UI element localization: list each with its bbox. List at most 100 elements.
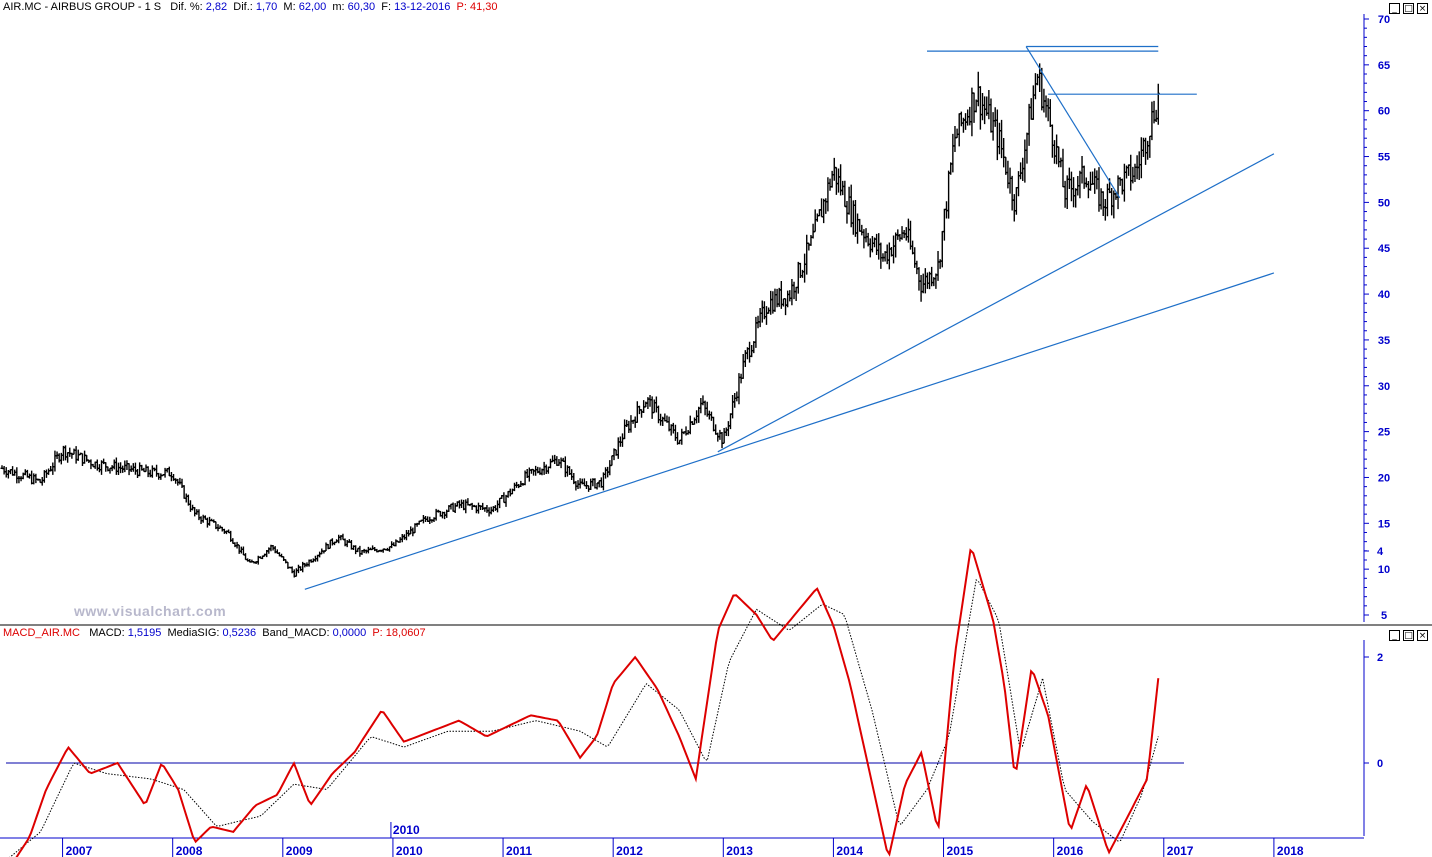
price-bar	[913, 247, 917, 268]
price-bar	[1154, 109, 1158, 123]
price-bar	[114, 457, 118, 475]
price-stat-label-3: m:	[326, 1, 348, 13]
price-bar	[718, 429, 722, 440]
price-bar	[608, 460, 612, 476]
macd-name-label: MACD_AIR.MC	[3, 627, 81, 639]
price-bar	[790, 279, 794, 306]
x-axis-tick-label: 2017	[1167, 844, 1194, 857]
price-bar	[150, 465, 154, 478]
price-bar	[709, 411, 713, 421]
price-bar	[764, 306, 768, 325]
price-bar	[728, 413, 732, 430]
macd-stat-value-3: 18,0607	[385, 627, 426, 639]
price-bar	[239, 546, 243, 554]
macd-close-button[interactable]: ×	[1417, 630, 1428, 641]
x-axis-tick-label: 2010	[396, 844, 423, 857]
price-bar	[953, 125, 957, 153]
price-bar	[481, 502, 485, 511]
price-bar	[324, 542, 328, 552]
price-bar	[911, 240, 915, 255]
price-bar	[1067, 167, 1071, 190]
price-bar	[32, 473, 36, 485]
price-bar	[80, 452, 84, 467]
price-bar	[532, 468, 536, 476]
price-bar	[74, 446, 78, 464]
price-bar	[879, 242, 883, 269]
signal-line	[9, 578, 1159, 857]
price-bar	[53, 450, 57, 472]
restore-button[interactable]: □	[1403, 3, 1414, 14]
price-bar	[318, 551, 322, 558]
price-bar	[917, 267, 921, 291]
price-bar	[788, 290, 792, 302]
price-bar	[652, 399, 656, 414]
macd-stat-label-3: P:	[366, 627, 386, 639]
price-y-tick-label: 60	[1378, 106, 1390, 118]
price-bar	[1053, 140, 1057, 164]
price-stat-value-3: 60,30	[347, 1, 376, 13]
price-bar	[724, 427, 728, 436]
price-bar	[1110, 187, 1114, 216]
price-stat-value-2: 62,00	[298, 1, 327, 13]
price-bar	[824, 198, 828, 214]
price-y-tick-label: 65	[1378, 60, 1390, 72]
price-bar	[688, 415, 692, 435]
price-bar	[864, 228, 868, 243]
macd-stat-value-2: 0,0000	[332, 627, 367, 639]
price-bar	[936, 251, 940, 281]
price-bar	[1010, 175, 1014, 211]
price-bar	[167, 466, 171, 477]
price-bar	[34, 473, 38, 484]
price-bar	[146, 466, 150, 478]
price-bar	[777, 287, 781, 307]
x-axis-tick-label: 2018	[1277, 844, 1304, 857]
price-bar	[815, 213, 819, 222]
price-stat-label-2: M:	[277, 1, 299, 13]
price-bar	[116, 462, 120, 475]
price-bar	[110, 465, 114, 472]
price-bar	[834, 166, 838, 195]
price-bar	[402, 534, 406, 540]
price-bar	[47, 468, 51, 475]
minimize-button[interactable]: _	[1389, 3, 1400, 14]
macd-minimize-button[interactable]: _	[1389, 630, 1400, 641]
price-bar	[915, 260, 919, 275]
price-bar	[760, 300, 764, 323]
price-bar	[805, 234, 809, 275]
price-bar	[1112, 190, 1116, 219]
price-bar	[826, 177, 830, 212]
price-bar	[83, 450, 87, 464]
price-bar	[328, 539, 332, 549]
price-bar	[17, 475, 21, 484]
trendline-support-2012	[717, 153, 1275, 453]
price-bar	[125, 460, 129, 470]
price-y-tick-label: 10	[1378, 564, 1390, 576]
price-bar	[692, 417, 696, 425]
price-bar	[1029, 98, 1033, 120]
close-button[interactable]: ×	[1417, 3, 1428, 14]
price-bar	[671, 422, 675, 434]
price-bar	[741, 354, 745, 379]
price-bar	[188, 500, 192, 512]
price-bar	[208, 516, 212, 526]
price-bar	[563, 456, 567, 478]
price-bar	[870, 236, 874, 253]
price-bar	[400, 534, 404, 543]
macd-stat-label-0: MACD:	[83, 627, 128, 639]
price-bar	[909, 220, 913, 250]
x-axis-tick-label: 2013	[726, 844, 753, 857]
price-bar	[241, 546, 245, 556]
price-bar	[853, 200, 857, 237]
price-stat-value-4: 13-12-2016	[394, 1, 451, 13]
price-bar	[163, 467, 167, 478]
price-bar	[1014, 187, 1018, 215]
price-bar	[875, 233, 879, 255]
price-bar	[1017, 171, 1021, 197]
price-stat-label-1: Dif.:	[227, 1, 256, 13]
price-bar	[769, 290, 773, 315]
x-axis-tick-label: 2008	[176, 844, 203, 857]
price-bar	[906, 218, 910, 243]
macd-restore-button[interactable]: □	[1403, 630, 1414, 641]
price-y-tick-label: 40	[1378, 289, 1390, 301]
